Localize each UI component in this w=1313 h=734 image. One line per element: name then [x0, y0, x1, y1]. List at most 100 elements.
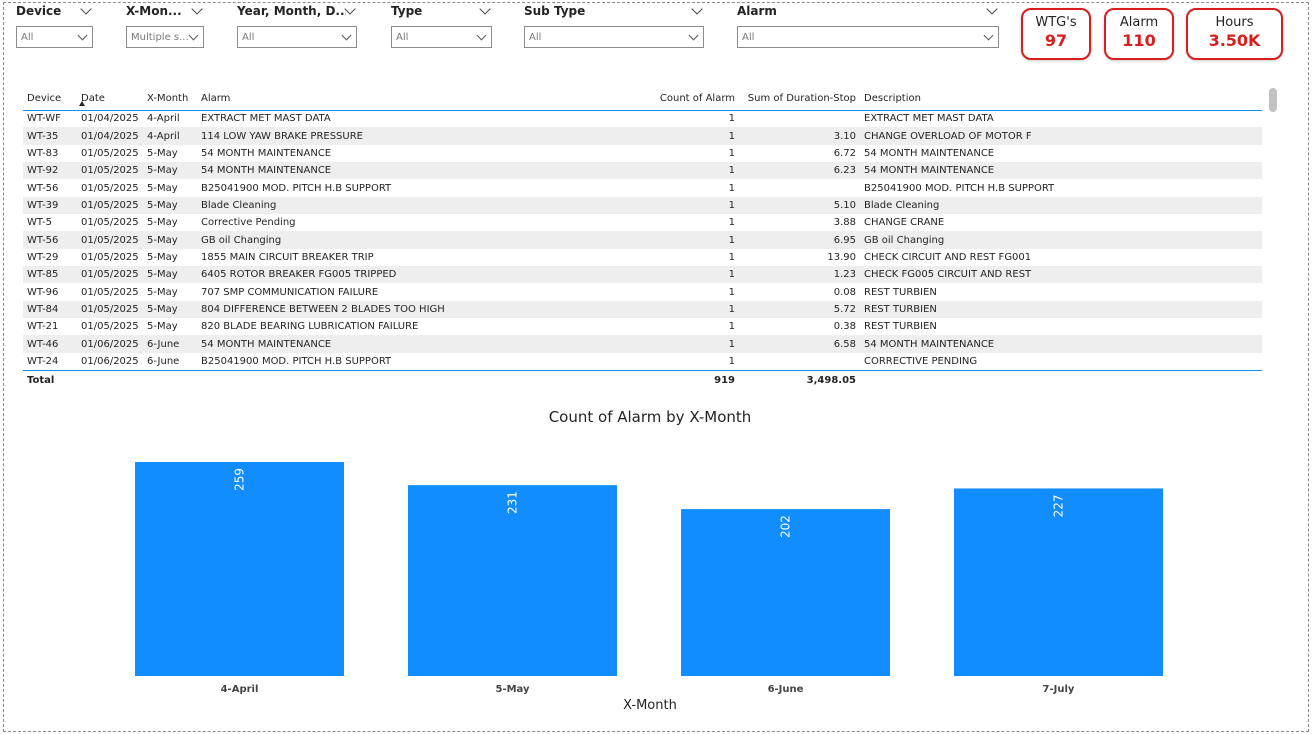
cell-count: 1 — [631, 266, 739, 284]
cell-alarm: 1855 MAIN CIRCUIT BREAKER TRIP — [201, 251, 374, 263]
column-header-count[interactable]: Count of Alarm — [631, 88, 739, 111]
table-row[interactable]: WT-24 01/06/2025 6-June B25041900 MOD. PITC… — [23, 353, 1262, 370]
slicer-title: Type — [391, 4, 423, 18]
cell-month: 5-May — [143, 196, 197, 215]
data-label: 259 — [233, 468, 247, 491]
cell-alarm: 54 MONTH MAINTENANCE — [197, 335, 631, 353]
cell-device: WT-29 — [27, 251, 59, 263]
cell-device: WT-39 — [23, 196, 77, 215]
slicer-dropdown[interactable]: All — [237, 26, 357, 48]
table-row[interactable]: WT-29 01/05/2025 5-May 1855 MAIN CIRCUIT BR… — [23, 249, 1262, 266]
cell-duration: 0.38 — [833, 321, 856, 333]
table-row[interactable]: WT-WF 01/04/2025 4-April EXTRACT MET MAST D… — [23, 110, 1262, 127]
bar-5-may[interactable] — [408, 485, 617, 676]
table-row[interactable]: WT-85 01/05/2025 5-May 6405 ROTOR BREAKER F… — [23, 266, 1262, 284]
data-label: 231 — [506, 491, 520, 514]
cell-description: REST TURBIEN — [864, 321, 937, 333]
kpi-label: Alarm — [1119, 15, 1159, 30]
bar-6-june[interactable] — [681, 509, 890, 676]
cell-alarm: B25041900 MOD. PITCH H.B SUPPORT — [201, 355, 392, 367]
data-label: 202 — [779, 515, 793, 538]
table-row[interactable]: WT-21 01/05/2025 5-May 820 BLADE BEARING LU… — [23, 318, 1262, 335]
cell-description: CHANGE CRANE — [864, 217, 945, 229]
slicer-dropdown[interactable]: All — [524, 26, 704, 48]
cell-description: Blade Cleaning — [860, 196, 1262, 215]
chevron-down-icon[interactable] — [344, 2, 356, 15]
column-header-device[interactable]: Device — [23, 88, 77, 111]
cell-month: 5-May — [147, 182, 178, 194]
kpi-value: 110 — [1122, 31, 1156, 50]
cell-duration: 5.72 — [739, 300, 860, 319]
column-header-description[interactable]: Description — [860, 88, 1262, 111]
cell-duration: 0.08 — [833, 286, 856, 298]
cell-date: 01/05/2025 — [81, 182, 139, 194]
cell-count: 1 — [728, 182, 735, 194]
cell-date: 01/05/2025 — [81, 321, 139, 333]
cell-date: 01/05/2025 — [81, 251, 139, 263]
sort-ascending-icon — [79, 101, 85, 106]
total-empty — [77, 369, 143, 391]
x-tick-label: 6-June — [768, 684, 804, 695]
table-row[interactable]: WT-39 01/05/2025 5-May Blade Cleaning 1 5.10 B… — [23, 196, 1262, 215]
data-label: 227 — [1052, 494, 1066, 517]
cell-count: 1 — [728, 286, 735, 298]
cell-device: WT-24 — [27, 355, 59, 367]
table-row[interactable]: WT-56 01/05/2025 5-May B25041900 MOD. PITCH… — [23, 179, 1262, 196]
slicer-x-month[interactable]: X-Mon... Multiple s... — [126, 2, 204, 48]
slicer-dropdown[interactable]: All — [16, 26, 93, 48]
table-row[interactable]: WT-35 01/04/2025 4-April 114 LOW YAW BRAKE … — [23, 127, 1262, 145]
total-duration: 3,498.05 — [739, 369, 860, 391]
chevron-down-icon — [188, 30, 199, 40]
table-row[interactable]: WT-83 01/05/2025 5-May 54 MONTH MAINTENANCE… — [23, 145, 1262, 162]
slicer-dropdown[interactable]: Multiple s... — [126, 26, 204, 48]
cell-alarm: 820 BLADE BEARING LUBRICATION FAILURE — [201, 321, 419, 333]
slicer-alarm[interactable]: Alarm All — [737, 2, 999, 48]
slicer-dropdown[interactable]: All — [737, 26, 999, 48]
x-tick-label: 7-July — [1043, 684, 1075, 695]
cell-device: WT-21 — [27, 321, 59, 333]
total-empty — [860, 369, 1262, 391]
cell-duration: 5.10 — [739, 196, 860, 215]
chevron-down-icon[interactable] — [986, 2, 998, 15]
table-row[interactable]: WT-96 01/05/2025 5-May 707 SMP COMMUNICATIO… — [23, 283, 1262, 300]
cell-count: 1 — [728, 113, 735, 125]
alarm-table: Device Date X-Month Alarm Count of Alarm… — [23, 88, 1263, 391]
table-row[interactable]: WT-92 01/05/2025 5-May 54 MONTH MAINTENANCE… — [23, 162, 1262, 180]
slicer-value: All — [242, 31, 255, 43]
chevron-down-icon[interactable] — [479, 2, 491, 15]
slicer-title: Alarm — [737, 4, 777, 18]
cell-date: 01/05/2025 — [81, 147, 139, 159]
table-row[interactable]: WT-84 01/05/2025 5-May 804 DIFFERENCE BETWE… — [23, 300, 1262, 319]
table-row[interactable]: WT-46 01/06/2025 6-June 54 MONTH MAINTENANC… — [23, 335, 1262, 353]
column-header-duration[interactable]: Sum of Duration-Stop — [739, 88, 860, 111]
slicer-sub-type[interactable]: Sub Type All — [524, 2, 704, 48]
cell-date: 01/04/2025 — [77, 127, 143, 145]
cell-month: 5-May — [147, 321, 178, 333]
slicer-device[interactable]: Device All — [16, 2, 93, 48]
column-header-month[interactable]: X-Month — [143, 88, 197, 111]
cell-device: WT-84 — [23, 300, 77, 319]
kpi-card-wtgs: WTG's 97 — [1021, 8, 1091, 60]
column-header-date[interactable]: Date — [77, 88, 143, 111]
cell-alarm: 54 MONTH MAINTENANCE — [197, 162, 631, 180]
column-header-alarm[interactable]: Alarm — [197, 88, 631, 111]
cell-duration: 6.72 — [833, 147, 856, 159]
slicer-dropdown[interactable]: All — [391, 26, 492, 48]
chevron-down-icon[interactable] — [691, 2, 703, 15]
table-row[interactable]: WT-56 01/05/2025 5-May GB oil Changing 1 6.95… — [23, 231, 1262, 249]
table-row[interactable]: WT-5 01/05/2025 5-May Corrective Pending 1 3.… — [23, 214, 1262, 231]
cell-description: REST TURBIEN — [864, 286, 937, 298]
cell-description: 54 MONTH MAINTENANCE — [864, 147, 995, 159]
bar-7-july[interactable] — [954, 488, 1163, 676]
slicer-type[interactable]: Type All — [391, 2, 492, 48]
slicer-value: All — [529, 31, 542, 43]
chevron-down-icon[interactable] — [80, 2, 92, 15]
total-count: 919 — [631, 369, 739, 391]
cell-month: 5-May — [143, 162, 197, 180]
chevron-down-icon[interactable] — [191, 2, 203, 15]
bar-4-april[interactable] — [135, 462, 344, 676]
table-scrollbar[interactable] — [1269, 88, 1277, 112]
cell-duration — [739, 353, 860, 370]
slicer-title: Device — [16, 4, 62, 18]
slicer-date-hierarchy[interactable]: Year, Month, D... All — [237, 2, 357, 48]
